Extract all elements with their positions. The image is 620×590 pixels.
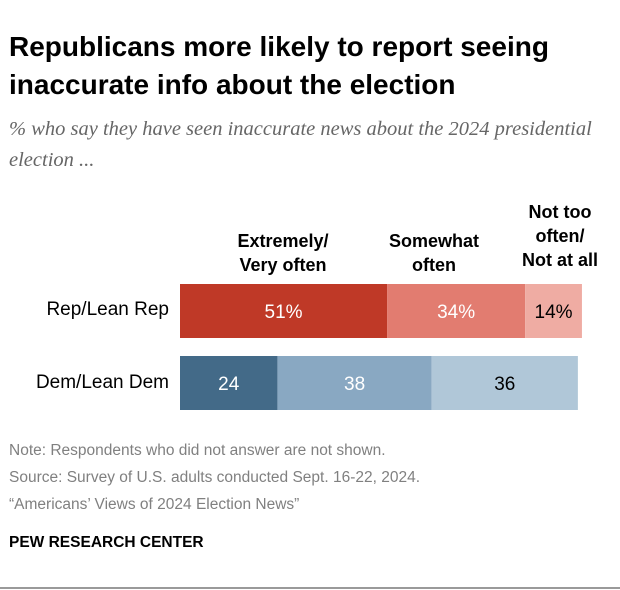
bar-segment-rep-1 [180, 284, 388, 338]
legend-somewhat: Somewhat often [366, 229, 502, 277]
pew-footer: PEW RESEARCH CENTER [9, 534, 204, 551]
bar-label-dem-2: 38 [344, 374, 365, 395]
legend-somewhat-line2: often [412, 255, 456, 275]
legend-not-too-line3: Not at all [521, 250, 598, 270]
bar-segment-dem-1 [180, 356, 278, 410]
bar-label-rep-3: 14% [535, 302, 573, 323]
bar-label-dem-3: 36 [494, 374, 515, 395]
legend-not-too-line2: often/ [535, 226, 585, 246]
legend-somewhat-line1: Somewhat [388, 231, 480, 251]
report-text: “Americans’ Views of 2024 Election News” [9, 496, 300, 513]
bottom-divider [0, 587, 620, 589]
legend-very-often: Extremely/ Very often [205, 229, 361, 277]
legend-very-often-line2: Very often [239, 255, 327, 275]
chart-subtitle: % who say they have seen inaccurate news… [9, 118, 592, 171]
row-label-dem: Dem/Lean Dem [35, 372, 169, 393]
bar-segment-rep-3 [525, 284, 582, 338]
legend-not-too: Not too often/ Not at all [500, 200, 620, 272]
bar-segment-dem-3 [431, 356, 578, 410]
bar-label-rep-1: 51% [265, 302, 303, 323]
bar-label-dem-1: 24 [218, 374, 240, 395]
legend-very-often-line1: Extremely/ [237, 231, 329, 251]
note-text: Note: Respondents who did not answer are… [9, 442, 386, 459]
source-text: Source: Survey of U.S. adults conducted … [9, 469, 420, 486]
bar-segment-rep-2 [387, 284, 526, 338]
bar-label-rep-2: 34% [437, 302, 475, 323]
legend-not-too-line1: Not too [528, 202, 592, 222]
chart-title: Republicans more likely to report seeing… [9, 31, 549, 100]
bar-segment-dem-2 [277, 356, 432, 410]
row-label-rep: Rep/Lean Rep [46, 299, 169, 320]
